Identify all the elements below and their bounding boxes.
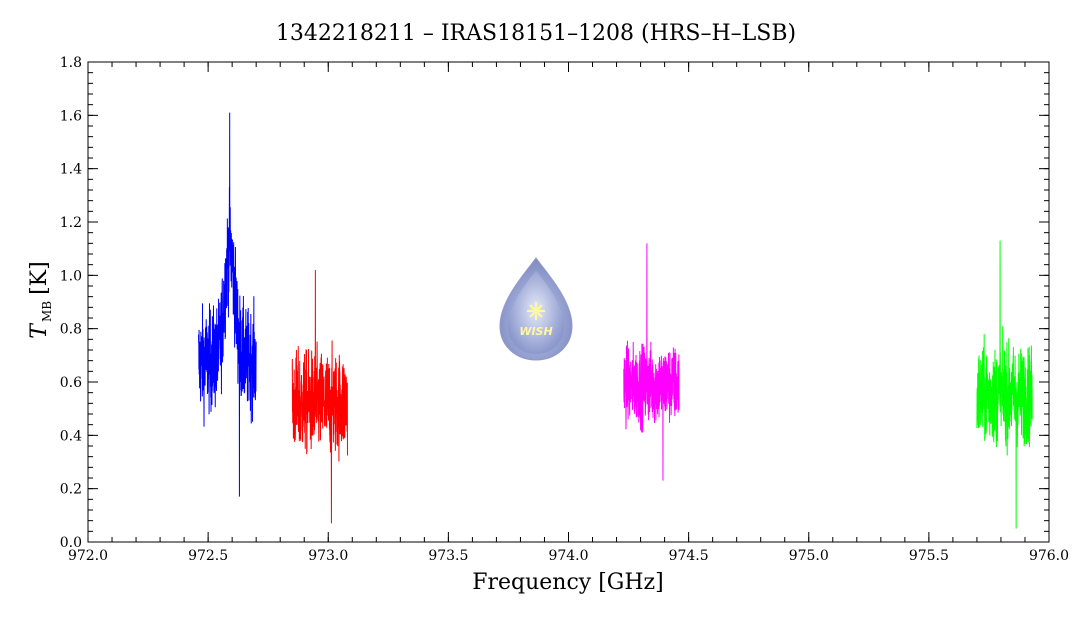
y-tick-label: 1.6	[60, 108, 82, 124]
y-tick-label: 1.0	[60, 268, 82, 284]
y-tick-label: 0.6	[60, 375, 82, 391]
y-tick-label: 0.2	[60, 482, 82, 498]
y-tick-label: 0.0	[60, 535, 82, 551]
wish-logo: WISH	[499, 257, 573, 361]
x-tick-label: 972.5	[188, 548, 228, 564]
logo-text: WISH	[519, 325, 552, 338]
series-line-4	[976, 240, 1033, 529]
x-tick-label: 975.5	[909, 548, 949, 564]
x-axis-ticks: 972.0 972.5 973.0 973.5 974.0 974.5 975.0 975.5…	[68, 62, 1069, 564]
y-axis-label-sub: MB	[40, 301, 54, 322]
y-tick-label: 1.4	[60, 162, 82, 178]
x-axis-label: Frequency [GHz]	[472, 570, 664, 595]
y-axis-label: TMB [K]	[27, 261, 54, 338]
series-line-1	[198, 112, 257, 497]
x-tick-label: 976.0	[1029, 548, 1069, 564]
y-axis-label-unit: [K]	[27, 261, 52, 295]
x-tick-label: 975.0	[789, 548, 829, 564]
series-line-2	[291, 269, 348, 524]
y-axis-ticks: 0.0 0.2 0.4 0.6 0.8 1.0 1.2 1.4 1.6 1.8	[60, 55, 1049, 551]
y-tick-label: 1.2	[60, 215, 82, 231]
x-tick-label: 974.0	[548, 548, 588, 564]
x-tick-label: 974.5	[669, 548, 709, 564]
x-tick-label: 973.0	[308, 548, 348, 564]
star-icon	[527, 302, 545, 320]
plot-frame	[87, 61, 1050, 543]
y-tick-label: 0.8	[60, 322, 82, 338]
y-axis-label-main: T	[27, 322, 52, 339]
spectrum-series	[198, 112, 1033, 529]
x-tick-label: 972.0	[68, 548, 108, 564]
chart-title: 1342218211 – IRAS18151–1208 (HRS–H–LSB)	[276, 21, 796, 46]
y-tick-label: 1.8	[60, 55, 82, 71]
x-tick-label: 973.5	[428, 548, 468, 564]
y-tick-label: 0.4	[60, 428, 82, 444]
series-line-3	[623, 243, 680, 481]
